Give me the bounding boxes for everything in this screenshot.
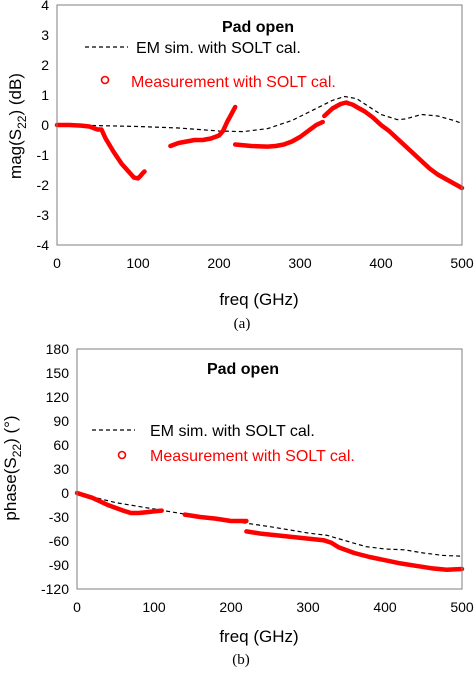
chart-b-xtick-label: 200 — [219, 599, 243, 615]
chart-b-ticks: -120 -90 -60 -30 0 30 60 90 120 150 180 0 100 200 300 4… — [41, 341, 474, 615]
chart-a-xtick-label: 400 — [369, 255, 393, 271]
chart-a-series-measurement-segment — [168, 104, 238, 149]
chart-a-ytick-label: 1 — [41, 87, 49, 103]
chart-a-caption: (a) — [234, 316, 251, 332]
chart-b-plot-frame — [76, 348, 463, 590]
chart-a-series-measurement-segment — [54, 122, 147, 181]
chart-b-xtick-label: 500 — [450, 599, 474, 615]
chart-a-title: Pad open — [222, 19, 294, 36]
chart-a-series-measurement-segment — [322, 100, 465, 191]
chart-b-ytick-label: 0 — [61, 485, 69, 501]
chart-a-series-measurement-segment — [232, 119, 325, 149]
chart-a-plot-frame — [56, 4, 463, 246]
chart-b-xtick-label: 0 — [73, 599, 81, 615]
chart-b-series-measurement-segment — [74, 490, 164, 516]
chart-a-marks — [54, 95, 465, 191]
chart-b-ytick-label: -90 — [49, 557, 69, 573]
chart-a-ytick-label: 2 — [41, 57, 49, 73]
chart-b-ytick-label: 30 — [53, 461, 69, 477]
chart-b-xlabel: freq (GHz) — [219, 627, 298, 646]
chart-b-legend-label-sim: EM sim. with SOLT cal. — [150, 423, 315, 440]
chart-b-ytick-label: -120 — [41, 581, 69, 597]
chart-panel-b: -120 -90 -60 -30 0 30 60 90 120 150 180 0 100 200 300 4… — [1, 341, 474, 668]
chart-b-legend-marker-sample — [117, 450, 127, 460]
chart-b-series-measurement-segment — [182, 512, 249, 524]
chart-a-ytick-label: 0 — [41, 117, 49, 133]
chart-a-legend-label-sim: EM sim. with SOLT cal. — [136, 40, 301, 57]
chart-b-ytick-label: -60 — [49, 533, 69, 549]
chart-a-ytick-label: 3 — [41, 27, 49, 43]
chart-b-ytick-label: 60 — [53, 437, 69, 453]
chart-a-ytick-label: -3 — [37, 207, 50, 223]
chart-a-xtick-label: 200 — [207, 255, 231, 271]
chart-a-xtick-label: 100 — [126, 255, 150, 271]
chart-a-legend-marker-sample — [100, 75, 110, 85]
chart-a-xtick-label: 0 — [53, 255, 61, 271]
chart-a-series-em-sim-line — [56, 95, 463, 133]
chart-b-legend-label-meas: Measurement with SOLT cal. — [150, 448, 355, 465]
chart-b-xtick-label: 100 — [142, 599, 166, 615]
chart-b-series-em-sim-line — [76, 492, 463, 557]
chart-a-ytick-label: -4 — [37, 237, 50, 253]
chart-b-ytick-label: 150 — [46, 365, 70, 381]
chart-a-ylabel: mag(S22) (dB) — [6, 73, 29, 179]
chart-a-legend-label-meas: Measurement with SOLT cal. — [131, 74, 336, 91]
chart-b-ylabel: phase(S22) (°) — [1, 415, 24, 520]
chart-a-ytick-label: -2 — [37, 177, 50, 193]
chart-b-title: Pad open — [207, 361, 279, 378]
chart-a-xlabel: freq (GHz) — [219, 290, 298, 309]
chart-b-ytick-label: 90 — [53, 413, 69, 429]
chart-a-ticks: -4 -3 -2 -1 0 1 2 3 4 0 100 200 300 400 500 — [37, 0, 474, 271]
chart-a-xtick-label: 300 — [288, 255, 312, 271]
chart-b-xtick-label: 400 — [373, 599, 397, 615]
chart-b-ytick-label: -30 — [49, 509, 69, 525]
chart-panel-a: -4 -3 -2 -1 0 1 2 3 4 0 100 200 300 400 500 Pad open E… — [6, 0, 474, 332]
chart-b-series-measurement-segment — [244, 529, 465, 573]
chart-b-marks — [74, 490, 465, 573]
chart-b-caption: (b) — [232, 652, 250, 668]
chart-a-ytick-label: -1 — [37, 147, 50, 163]
chart-a-xtick-label: 500 — [450, 255, 474, 271]
chart-b-ytick-label: 120 — [46, 389, 70, 405]
chart-b-xtick-label: 300 — [296, 599, 320, 615]
chart-a-ytick-label: 4 — [41, 0, 49, 13]
chart-b-ytick-label: 180 — [46, 341, 70, 357]
